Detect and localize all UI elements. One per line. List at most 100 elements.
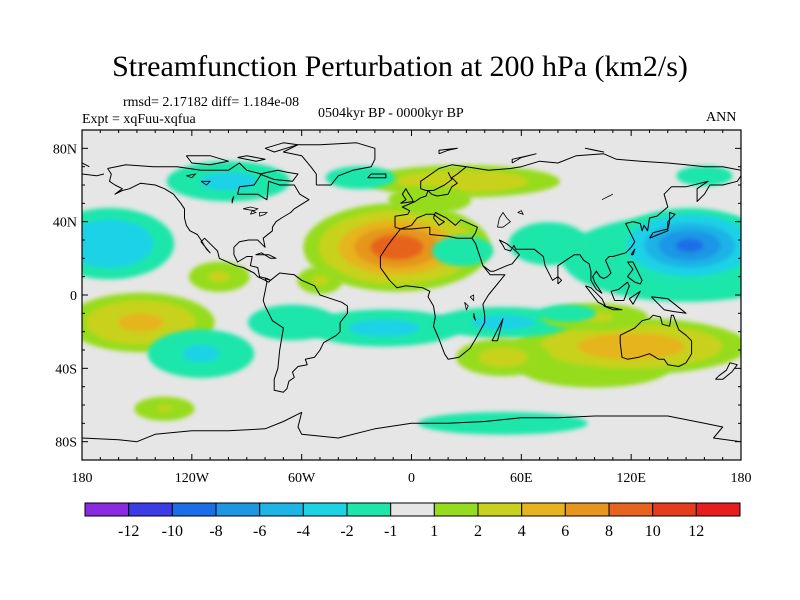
y-tick-label: 40N (53, 216, 77, 231)
lake-outline (469, 294, 475, 302)
contour-level (156, 405, 173, 412)
anomaly-cell (303, 203, 491, 292)
contour-level (577, 333, 685, 360)
x-tick-label: 180 (72, 471, 93, 486)
coastline (107, 162, 310, 283)
lake-outline (259, 212, 268, 217)
colorbar-label: -8 (209, 523, 222, 540)
colorbar-label: -10 (162, 523, 183, 540)
colorbar-box (84, 502, 130, 517)
contour-level (200, 172, 257, 191)
stats-line: rmsd= 2.17182 diff= 1.184e-08 (123, 95, 300, 110)
colorbar-label: -1 (384, 523, 397, 540)
colorbar-box (302, 502, 348, 517)
plot-area (81, 129, 742, 461)
lake-outline (186, 173, 197, 179)
coastline (610, 281, 630, 301)
lake-outline (243, 206, 259, 212)
colorbar-label: 10 (645, 523, 661, 540)
colorbar: -12 -10 -8 -6 -4 -2 -1 1 2 4 6 8 10 12 (84, 502, 741, 540)
x-tick-label: 120W (175, 471, 210, 486)
coastline (82, 173, 105, 177)
chart-title: Streamfunction Perturbation at 200 hPa (… (112, 50, 688, 83)
contour-level (370, 234, 424, 260)
anomaly-cell (432, 235, 494, 267)
coastline (394, 164, 467, 228)
coastline (627, 261, 643, 285)
anomaly-cell (82, 208, 175, 280)
y-tick-label: 80S (55, 436, 77, 451)
colorbar-box (128, 502, 173, 517)
colorbar-box (259, 502, 304, 517)
colorbar-box (346, 502, 392, 517)
coastlines (82, 142, 741, 443)
coastline (255, 252, 277, 259)
coastline (264, 142, 299, 153)
colorbar-box (521, 502, 566, 517)
colorbar-label: -6 (253, 523, 266, 540)
coastline (630, 248, 636, 256)
colorbar-label: 2 (474, 523, 482, 540)
anomaly-cell (676, 165, 733, 186)
coastline (262, 272, 348, 393)
contour-level (247, 304, 338, 341)
lake-outline (231, 195, 235, 204)
x-tick-label: 180 (731, 471, 752, 486)
contour-level (82, 219, 154, 268)
coastline (511, 153, 537, 164)
coastline (557, 276, 563, 285)
colorbar-label: -4 (297, 523, 310, 540)
colorbar-box (477, 502, 523, 517)
contour-level (508, 222, 589, 266)
colorbar-label: -2 (340, 523, 353, 540)
period-label: 0504kyr BP - 0000kyr BP (318, 106, 464, 121)
lake-outline (200, 180, 212, 186)
x-tick-label: 0 (408, 471, 415, 486)
coastline (259, 169, 299, 182)
coastline (466, 153, 741, 171)
anomaly-cell (538, 304, 596, 322)
lake-outline (497, 211, 512, 228)
anomaly-cell (514, 317, 741, 375)
anomaly-cell (325, 166, 395, 190)
lake-outline (464, 302, 469, 311)
coastline (282, 142, 376, 186)
colorbar-label: 1 (430, 523, 438, 540)
contour-level (432, 235, 494, 267)
coastline (628, 290, 641, 305)
season-label: ANN (706, 110, 737, 125)
x-tick-label: 120E (616, 471, 646, 486)
lake-outline (601, 193, 614, 201)
coastline (619, 314, 693, 367)
contour-fields (82, 161, 741, 435)
anomaly-cell (433, 307, 573, 338)
x-axis: 180 120W 60W 0 60E 120E 180 (72, 130, 752, 486)
contour-level (348, 319, 420, 337)
colorbar-box (171, 502, 217, 517)
coastline (438, 147, 458, 155)
coastline (394, 212, 478, 239)
contour-level (118, 313, 163, 332)
contour-level (471, 315, 535, 330)
contour-level (675, 238, 704, 253)
y-tick-label: 80N (53, 142, 77, 157)
coastline (482, 175, 741, 294)
colorbar-box (215, 502, 261, 517)
y-axis: 80N 40N 0 40S 80S (53, 129, 741, 461)
contour-level (388, 185, 472, 214)
colorbar-label: 6 (561, 523, 569, 540)
anomaly-cell (166, 161, 291, 202)
colorbar-box (608, 502, 654, 517)
coastline (82, 162, 90, 168)
colorbar-box (652, 502, 697, 517)
coastline (379, 226, 506, 360)
lake-outline (517, 210, 525, 215)
anomaly-cell (82, 292, 215, 353)
coastline (185, 155, 229, 166)
colorbar-box (390, 502, 435, 517)
contour-level (478, 347, 528, 368)
contour-level (325, 166, 395, 190)
contour-level (182, 345, 220, 363)
lake-outline (250, 210, 257, 215)
